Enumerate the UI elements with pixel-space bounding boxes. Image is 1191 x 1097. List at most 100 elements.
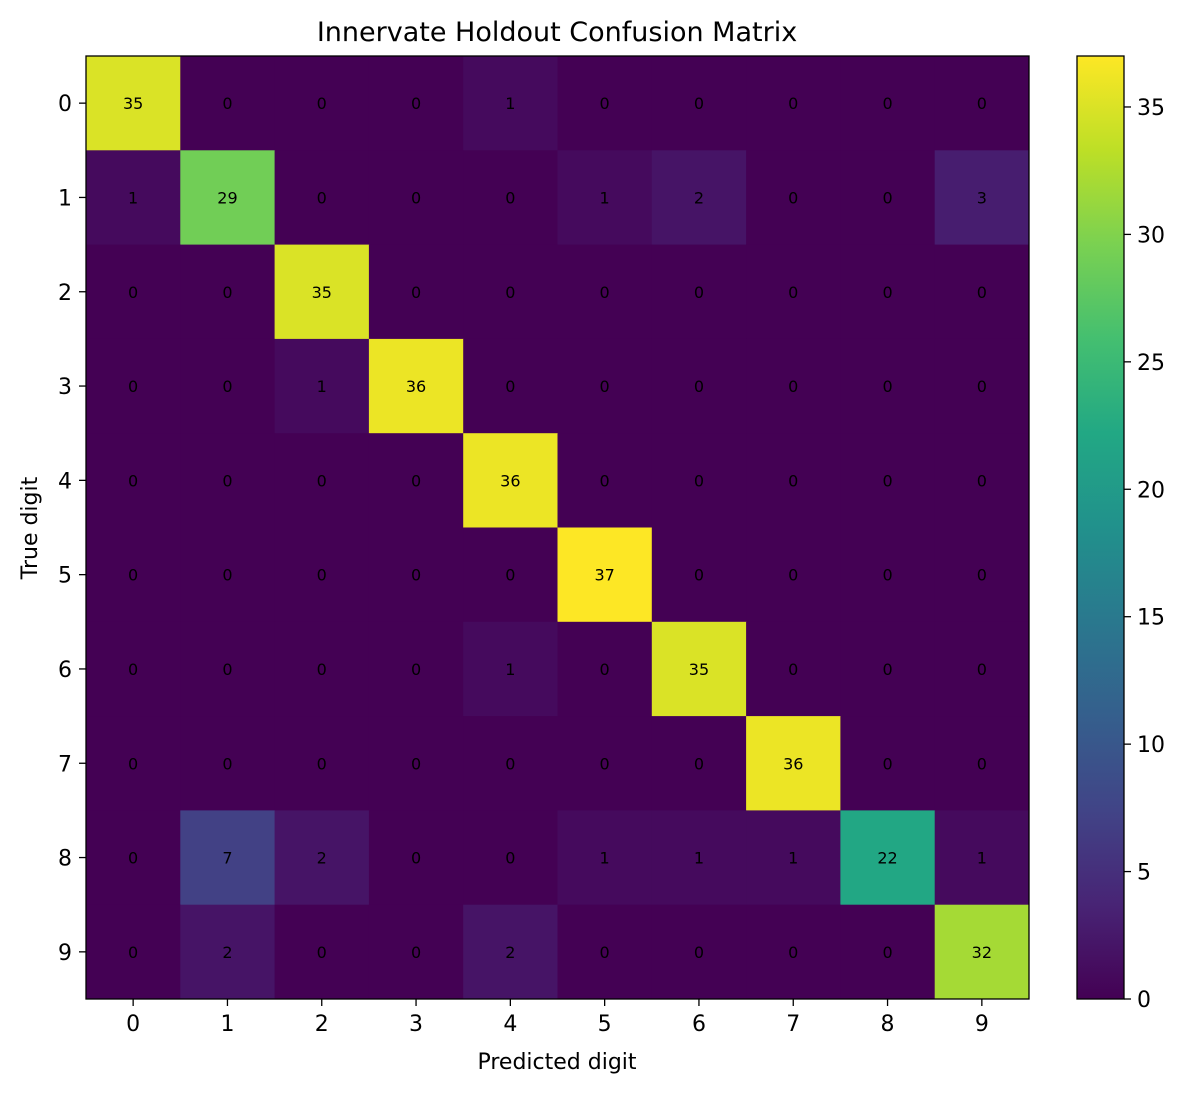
cell-value-label: 0: [882, 660, 892, 679]
y-tick-label: 6: [58, 658, 72, 683]
cell-value-label: 0: [600, 471, 610, 490]
heatmap-cell: [746, 904, 841, 1000]
heatmap-cell: [651, 244, 747, 340]
cell-value-label: 0: [882, 471, 892, 490]
cell-value-label: 0: [505, 188, 515, 207]
heatmap-cell: [368, 244, 464, 340]
cell-value-label: 0: [600, 283, 610, 302]
heatmap-cell: [746, 150, 841, 246]
cell-value-label: 35: [689, 660, 709, 679]
heatmap-cell: [368, 527, 464, 623]
cell-value-label: 0: [788, 283, 798, 302]
cell-value-label: 7: [222, 849, 232, 868]
heatmap-cell: [557, 433, 653, 528]
heatmap-cell: [368, 338, 464, 434]
cell-value-label: 0: [411, 943, 421, 962]
heatmap-cell: [274, 716, 370, 811]
cell-value-label: 0: [694, 94, 704, 113]
heatmap-cell: [746, 56, 841, 151]
cell-value-label: 0: [694, 377, 704, 396]
x-tick-label: 0: [126, 1012, 140, 1037]
y-tick-label: 7: [58, 752, 72, 777]
heatmap-cell: [274, 56, 370, 151]
heatmap-cell: [840, 527, 936, 623]
heatmap-cell: [86, 621, 181, 717]
colorbar-tick-label: 25: [1137, 351, 1165, 376]
heatmap-cell: [368, 433, 464, 528]
heatmap-cell: [557, 338, 653, 434]
heatmap-cell: [463, 244, 558, 340]
cell-value-label: 0: [128, 660, 138, 679]
cell-value-label: 0: [694, 943, 704, 962]
cell-value-label: 0: [411, 849, 421, 868]
cell-value-label: 0: [128, 471, 138, 490]
heatmap-cell: [463, 810, 558, 906]
heatmap-cell: [86, 338, 181, 434]
heatmap-cell: [463, 433, 558, 528]
cell-value-label: 0: [788, 943, 798, 962]
cell-value-label: 0: [600, 377, 610, 396]
heatmap-cell: [463, 527, 558, 623]
cell-value-label: 2: [222, 943, 232, 962]
heatmap-cell: [180, 150, 276, 246]
x-tick-label: 9: [975, 1012, 989, 1037]
cell-value-label: 0: [882, 188, 892, 207]
cell-value-label: 0: [788, 94, 798, 113]
cell-value-label: 0: [788, 566, 798, 585]
heatmap-cell: [86, 150, 181, 246]
cell-value-label: 36: [783, 754, 803, 773]
heatmap-cell: [274, 244, 370, 340]
heatmap-cell: [746, 716, 841, 811]
heatmap-cell: [557, 716, 653, 811]
cell-value-label: 0: [128, 849, 138, 868]
heatmap-cell: [180, 716, 276, 811]
x-tick-label: 8: [881, 1012, 895, 1037]
x-tick-label: 1: [220, 1012, 234, 1037]
cell-value-label: 0: [882, 754, 892, 773]
heatmap-cell: [463, 716, 558, 811]
y-tick-label: 2: [58, 281, 72, 306]
cell-value-label: 1: [600, 188, 610, 207]
cell-value-label: 1: [694, 849, 704, 868]
cell-value-label: 0: [317, 660, 327, 679]
cell-value-label: 0: [977, 660, 987, 679]
heatmap-cell: [746, 810, 841, 906]
cell-value-label: 0: [694, 754, 704, 773]
heatmap-cell: [557, 527, 653, 623]
cell-value-label: 0: [317, 94, 327, 113]
cell-value-label: 0: [882, 283, 892, 302]
colorbar-tick-label: 10: [1137, 733, 1165, 758]
heatmap-cell: [934, 150, 1030, 246]
cell-value-label: 1: [317, 377, 327, 396]
y-axis-ticks: 0 1 2 3 4 5 6 7 8 9: [58, 92, 86, 966]
heatmap-cell: [463, 56, 558, 151]
heatmap-cell: [557, 56, 653, 151]
heatmap-cell: [463, 904, 558, 1000]
x-axis-ticks: 0 1 2 3 4 5 6 7 8 9: [126, 999, 989, 1037]
heatmap-cell: [651, 338, 747, 434]
cell-value-label: 0: [977, 566, 987, 585]
heatmap-cell: [557, 904, 653, 1000]
heatmap-cell: [180, 621, 276, 717]
cell-value-label: 0: [128, 943, 138, 962]
cell-value-label: 0: [222, 471, 232, 490]
cell-value-label: 0: [411, 660, 421, 679]
cell-value-label: 0: [977, 754, 987, 773]
cell-value-label: 0: [411, 283, 421, 302]
plot-frame: [85, 55, 1030, 1000]
y-tick-label: 3: [58, 375, 72, 400]
cell-value-label: 2: [505, 943, 515, 962]
heatmap-cell: [651, 56, 747, 151]
heatmap-cell: [934, 338, 1030, 434]
cell-value-label: 0: [411, 566, 421, 585]
heatmap-cell: [463, 150, 558, 246]
cell-value-label: 36: [406, 377, 426, 396]
heatmap-cell: [840, 338, 936, 434]
heatmap-cell: [934, 621, 1030, 717]
cell-value-label: 0: [128, 377, 138, 396]
cell-value-label: 0: [505, 849, 515, 868]
cell-value-label: 0: [505, 566, 515, 585]
heatmap-cell: [180, 433, 276, 528]
heatmap-cell: [274, 150, 370, 246]
